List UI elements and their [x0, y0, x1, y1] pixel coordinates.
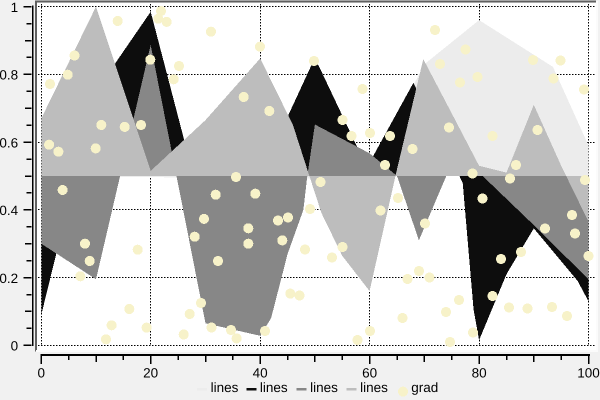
svg-text:0.8: 0.8 [0, 68, 18, 83]
svg-text:grad: grad [411, 380, 438, 395]
svg-text:0: 0 [11, 339, 19, 354]
svg-text:0.2: 0.2 [0, 271, 18, 286]
svg-text:0: 0 [38, 365, 46, 380]
svg-text:lines: lines [211, 380, 239, 395]
svg-text:lines: lines [360, 380, 388, 395]
svg-text:100: 100 [577, 365, 600, 380]
svg-text:40: 40 [253, 365, 268, 380]
svg-text:lines: lines [310, 380, 338, 395]
svg-text:0.6: 0.6 [0, 135, 18, 150]
svg-text:60: 60 [362, 365, 377, 380]
svg-text:1: 1 [11, 0, 19, 15]
svg-text:lines: lines [260, 380, 288, 395]
svg-text:0.4: 0.4 [0, 203, 19, 218]
svg-text:20: 20 [143, 365, 158, 380]
svg-text:80: 80 [472, 365, 487, 380]
